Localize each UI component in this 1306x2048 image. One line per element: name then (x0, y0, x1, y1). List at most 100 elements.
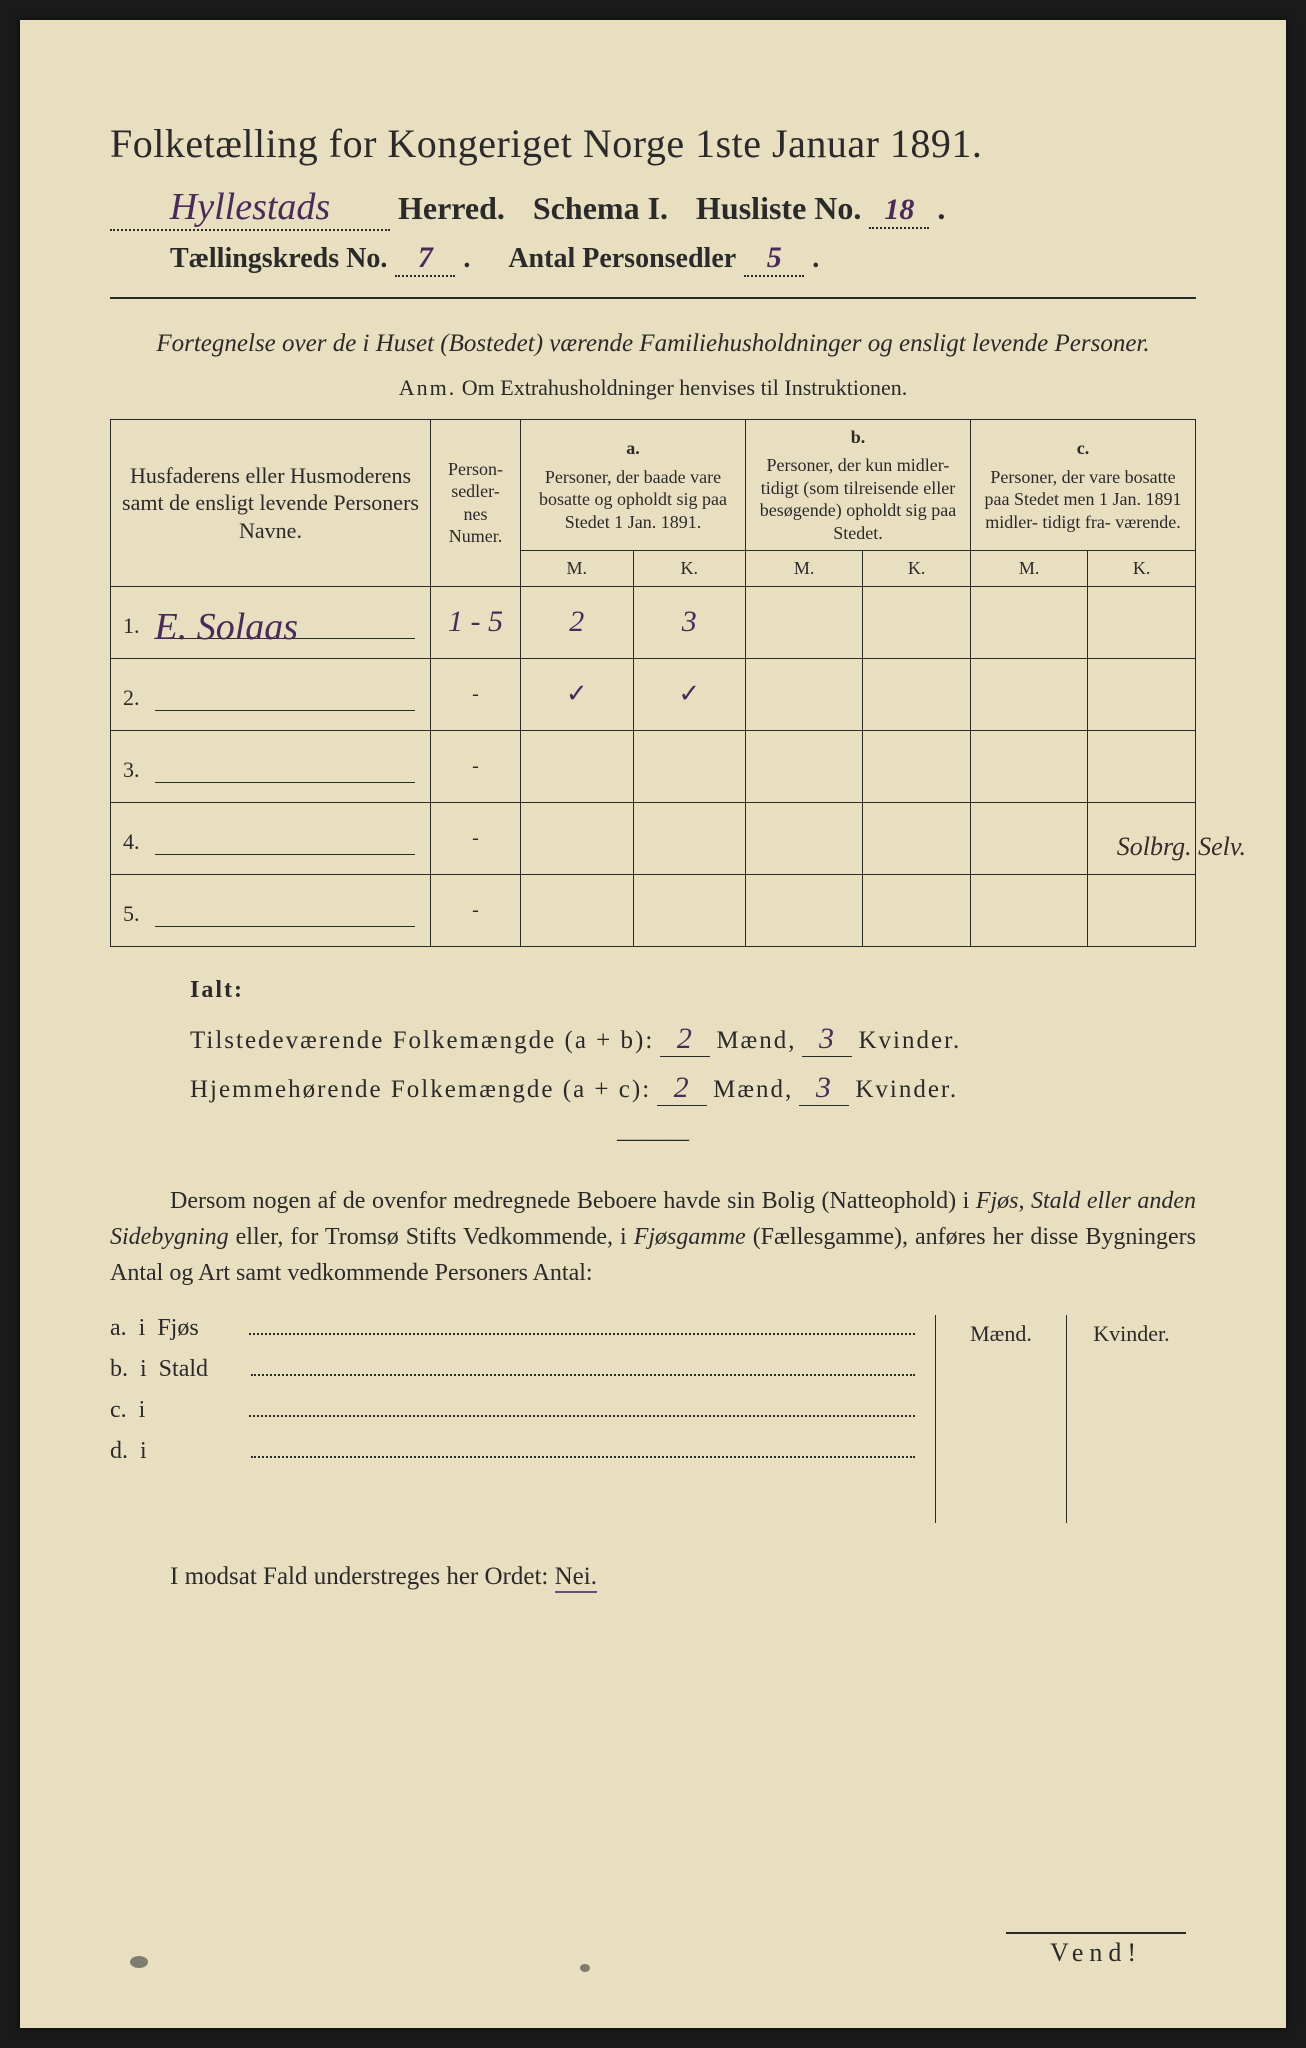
cell: 1 - 5 (431, 586, 521, 658)
cell (521, 730, 634, 802)
col-a-k: K. (633, 551, 746, 587)
vend-label: Vend! (1006, 1932, 1186, 1968)
col-header-c: c. Personer, der vare bosatte paa Stedet… (970, 419, 1195, 551)
cell (1088, 730, 1196, 802)
table-row: 1. E. Solaas 1 - 523 (111, 586, 1196, 658)
para-mid: eller, for Tromsø Stifts Vedkommende, i (229, 1224, 634, 1250)
col-a-label: a. (529, 437, 737, 460)
center-divider: ——— (110, 1126, 1196, 1153)
kvinder-label: Kvinder. (858, 1027, 961, 1055)
cell (863, 730, 971, 802)
building-row: c. i (110, 1397, 915, 1424)
husliste-field: 18 (869, 193, 929, 229)
cell (863, 658, 971, 730)
kreds-field: 7 (395, 241, 455, 277)
cell (863, 586, 971, 658)
building-paragraph: Dersom nogen af de ovenfor medregnede Be… (110, 1183, 1196, 1291)
final-line: I modsat Fald understreges her Ordet: Ne… (110, 1563, 1196, 1591)
divider-1 (110, 297, 1196, 299)
kvinder-col-header: Kvinder. (1066, 1315, 1196, 1353)
col-header-a: a. Personer, der baade vare bosatte og o… (521, 419, 746, 551)
col-c-m: M. (970, 551, 1087, 587)
cell (633, 874, 746, 946)
cell: ✓ (633, 658, 746, 730)
table-row: 2. -✓✓ (111, 658, 1196, 730)
anm-lead: Anm. (399, 375, 457, 400)
cell (970, 874, 1087, 946)
final-text: I modsat Fald understreges her Ordet: (170, 1563, 555, 1590)
smudge-mark (130, 1956, 148, 1968)
cell: - (431, 874, 521, 946)
table-row: 5. - (111, 874, 1196, 946)
cell (746, 658, 863, 730)
nei-word: Nei. (555, 1563, 597, 1593)
col-c-label: c. (979, 437, 1187, 460)
col-b-k: K. (863, 551, 971, 587)
personsedler-label: Antal Personsedler (508, 243, 736, 275)
line2-k-value: 3 (799, 1071, 849, 1106)
cell (1088, 658, 1196, 730)
maend-label: Mænd, (716, 1027, 796, 1055)
para-pre: Dersom nogen af de ovenfor medregnede Be… (170, 1188, 976, 1214)
cell (970, 586, 1087, 658)
kvinder-label: Kvinder. (855, 1076, 958, 1104)
cell (746, 874, 863, 946)
cell (970, 730, 1087, 802)
page-title: Folketælling for Kongeriget Norge 1ste J… (110, 120, 1196, 167)
dot: . (463, 243, 470, 275)
name-cell: 1. E. Solaas (111, 586, 431, 658)
col-header-numer: Person- sedler- nes Numer. (431, 419, 521, 586)
line1-k-value: 3 (802, 1022, 852, 1057)
name-cell: 4. (111, 802, 431, 874)
herred-field: Hyllestads (110, 185, 390, 231)
building-row: d. i (110, 1438, 915, 1465)
schema-label: Schema I. (533, 190, 668, 227)
col-b-text: Personer, der kun midler- tidigt (som ti… (760, 455, 956, 543)
mk-columns: Mænd. Kvinder. (935, 1315, 1196, 1523)
line2-m-value: 2 (657, 1071, 707, 1106)
cell (521, 802, 634, 874)
kvinder-col-body (1066, 1353, 1196, 1523)
cell (863, 874, 971, 946)
col-header-name: Husfaderens eller Husmoderens samt de en… (111, 419, 431, 586)
col-c-k: K. (1088, 551, 1196, 587)
anm-text: Om Extrahusholdninger henvises til Instr… (462, 375, 907, 400)
col-b-label: b. (754, 426, 962, 449)
cell (863, 802, 971, 874)
table-row: 4. - (111, 802, 1196, 874)
margin-annotation: Solbrg. Selv. (1117, 832, 1246, 862)
cell (633, 802, 746, 874)
description-block: Fortegnelse over de i Huset (Bostedet) v… (110, 327, 1196, 401)
herred-label: Herred. (398, 190, 505, 227)
building-list: a. iFjøsb. iStaldc. id. i (110, 1315, 915, 1523)
census-table: Husfaderens eller Husmoderens samt de en… (110, 419, 1196, 947)
maend-label: Mænd, (713, 1076, 793, 1104)
cell: - (431, 658, 521, 730)
cell (746, 586, 863, 658)
husliste-label: Husliste No. (696, 190, 861, 227)
col-a-m: M. (521, 551, 634, 587)
cell (633, 730, 746, 802)
cell: - (431, 730, 521, 802)
cell (521, 874, 634, 946)
cell: 2 (521, 586, 634, 658)
header-row-2: Tællingskreds No. 7 . Antal Personsedler… (110, 241, 1196, 277)
line1-m-value: 2 (660, 1022, 710, 1057)
census-form-page: Folketælling for Kongeriget Norge 1ste J… (20, 20, 1286, 2028)
col-b-m: M. (746, 551, 863, 587)
smudge-mark (580, 1964, 590, 1972)
cell (1088, 874, 1196, 946)
maend-col-header: Mænd. (936, 1315, 1066, 1353)
cell (746, 802, 863, 874)
maend-col-body (936, 1353, 1066, 1523)
name-cell: 3. (111, 730, 431, 802)
cell (1088, 586, 1196, 658)
col-c-text: Personer, der vare bosatte paa Stedet me… (985, 467, 1182, 532)
description-anm: Anm. Om Extrahusholdninger henvises til … (110, 375, 1196, 401)
dot: . (937, 190, 945, 227)
table-row: 3. - (111, 730, 1196, 802)
cell: - (431, 802, 521, 874)
dot: . (812, 243, 819, 275)
col-a-text: Personer, der baade vare bosatte og opho… (539, 467, 727, 532)
personsedler-field: 5 (744, 241, 804, 277)
